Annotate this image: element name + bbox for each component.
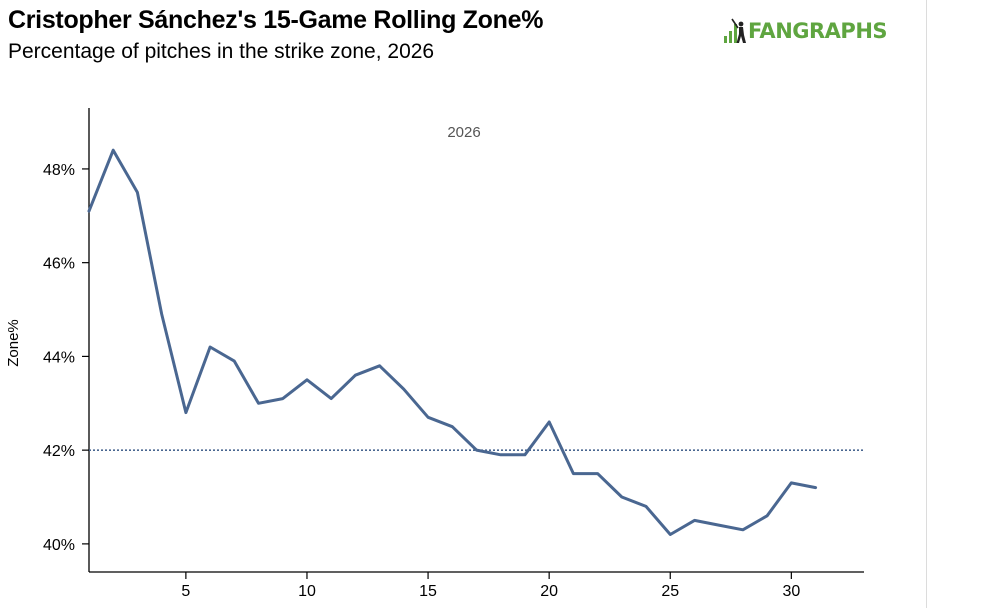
x-tick-label: 20: [540, 583, 558, 600]
y-tick-label: 46%: [43, 256, 75, 273]
y-tick-label: 42%: [43, 443, 75, 460]
chart-subtitle: Percentage of pitches in the strike zone…: [8, 40, 435, 63]
y-tick-label: 40%: [43, 537, 75, 554]
x-tick-label: 30: [782, 583, 800, 600]
x-tick-label: 5: [181, 583, 190, 600]
y-tick-label: 44%: [43, 349, 75, 366]
year-annotation: 2026: [447, 124, 480, 141]
fangraphs-logo: FANGRAPHS: [724, 18, 888, 44]
chart-title: Cristopher Sánchez's 15-Game Rolling Zon…: [8, 6, 544, 34]
y-axis-label: Zone%: [5, 319, 22, 367]
x-tick-label: 25: [661, 583, 679, 600]
batter-icon: [724, 18, 746, 43]
y-tick-label: 48%: [43, 162, 75, 179]
page-divider: [926, 0, 927, 608]
x-tick-label: 15: [419, 583, 437, 600]
logo-text: FANGRAPHS: [748, 19, 888, 43]
zone-pct-line: [87, 148, 818, 536]
x-tick-label: 10: [298, 583, 316, 600]
